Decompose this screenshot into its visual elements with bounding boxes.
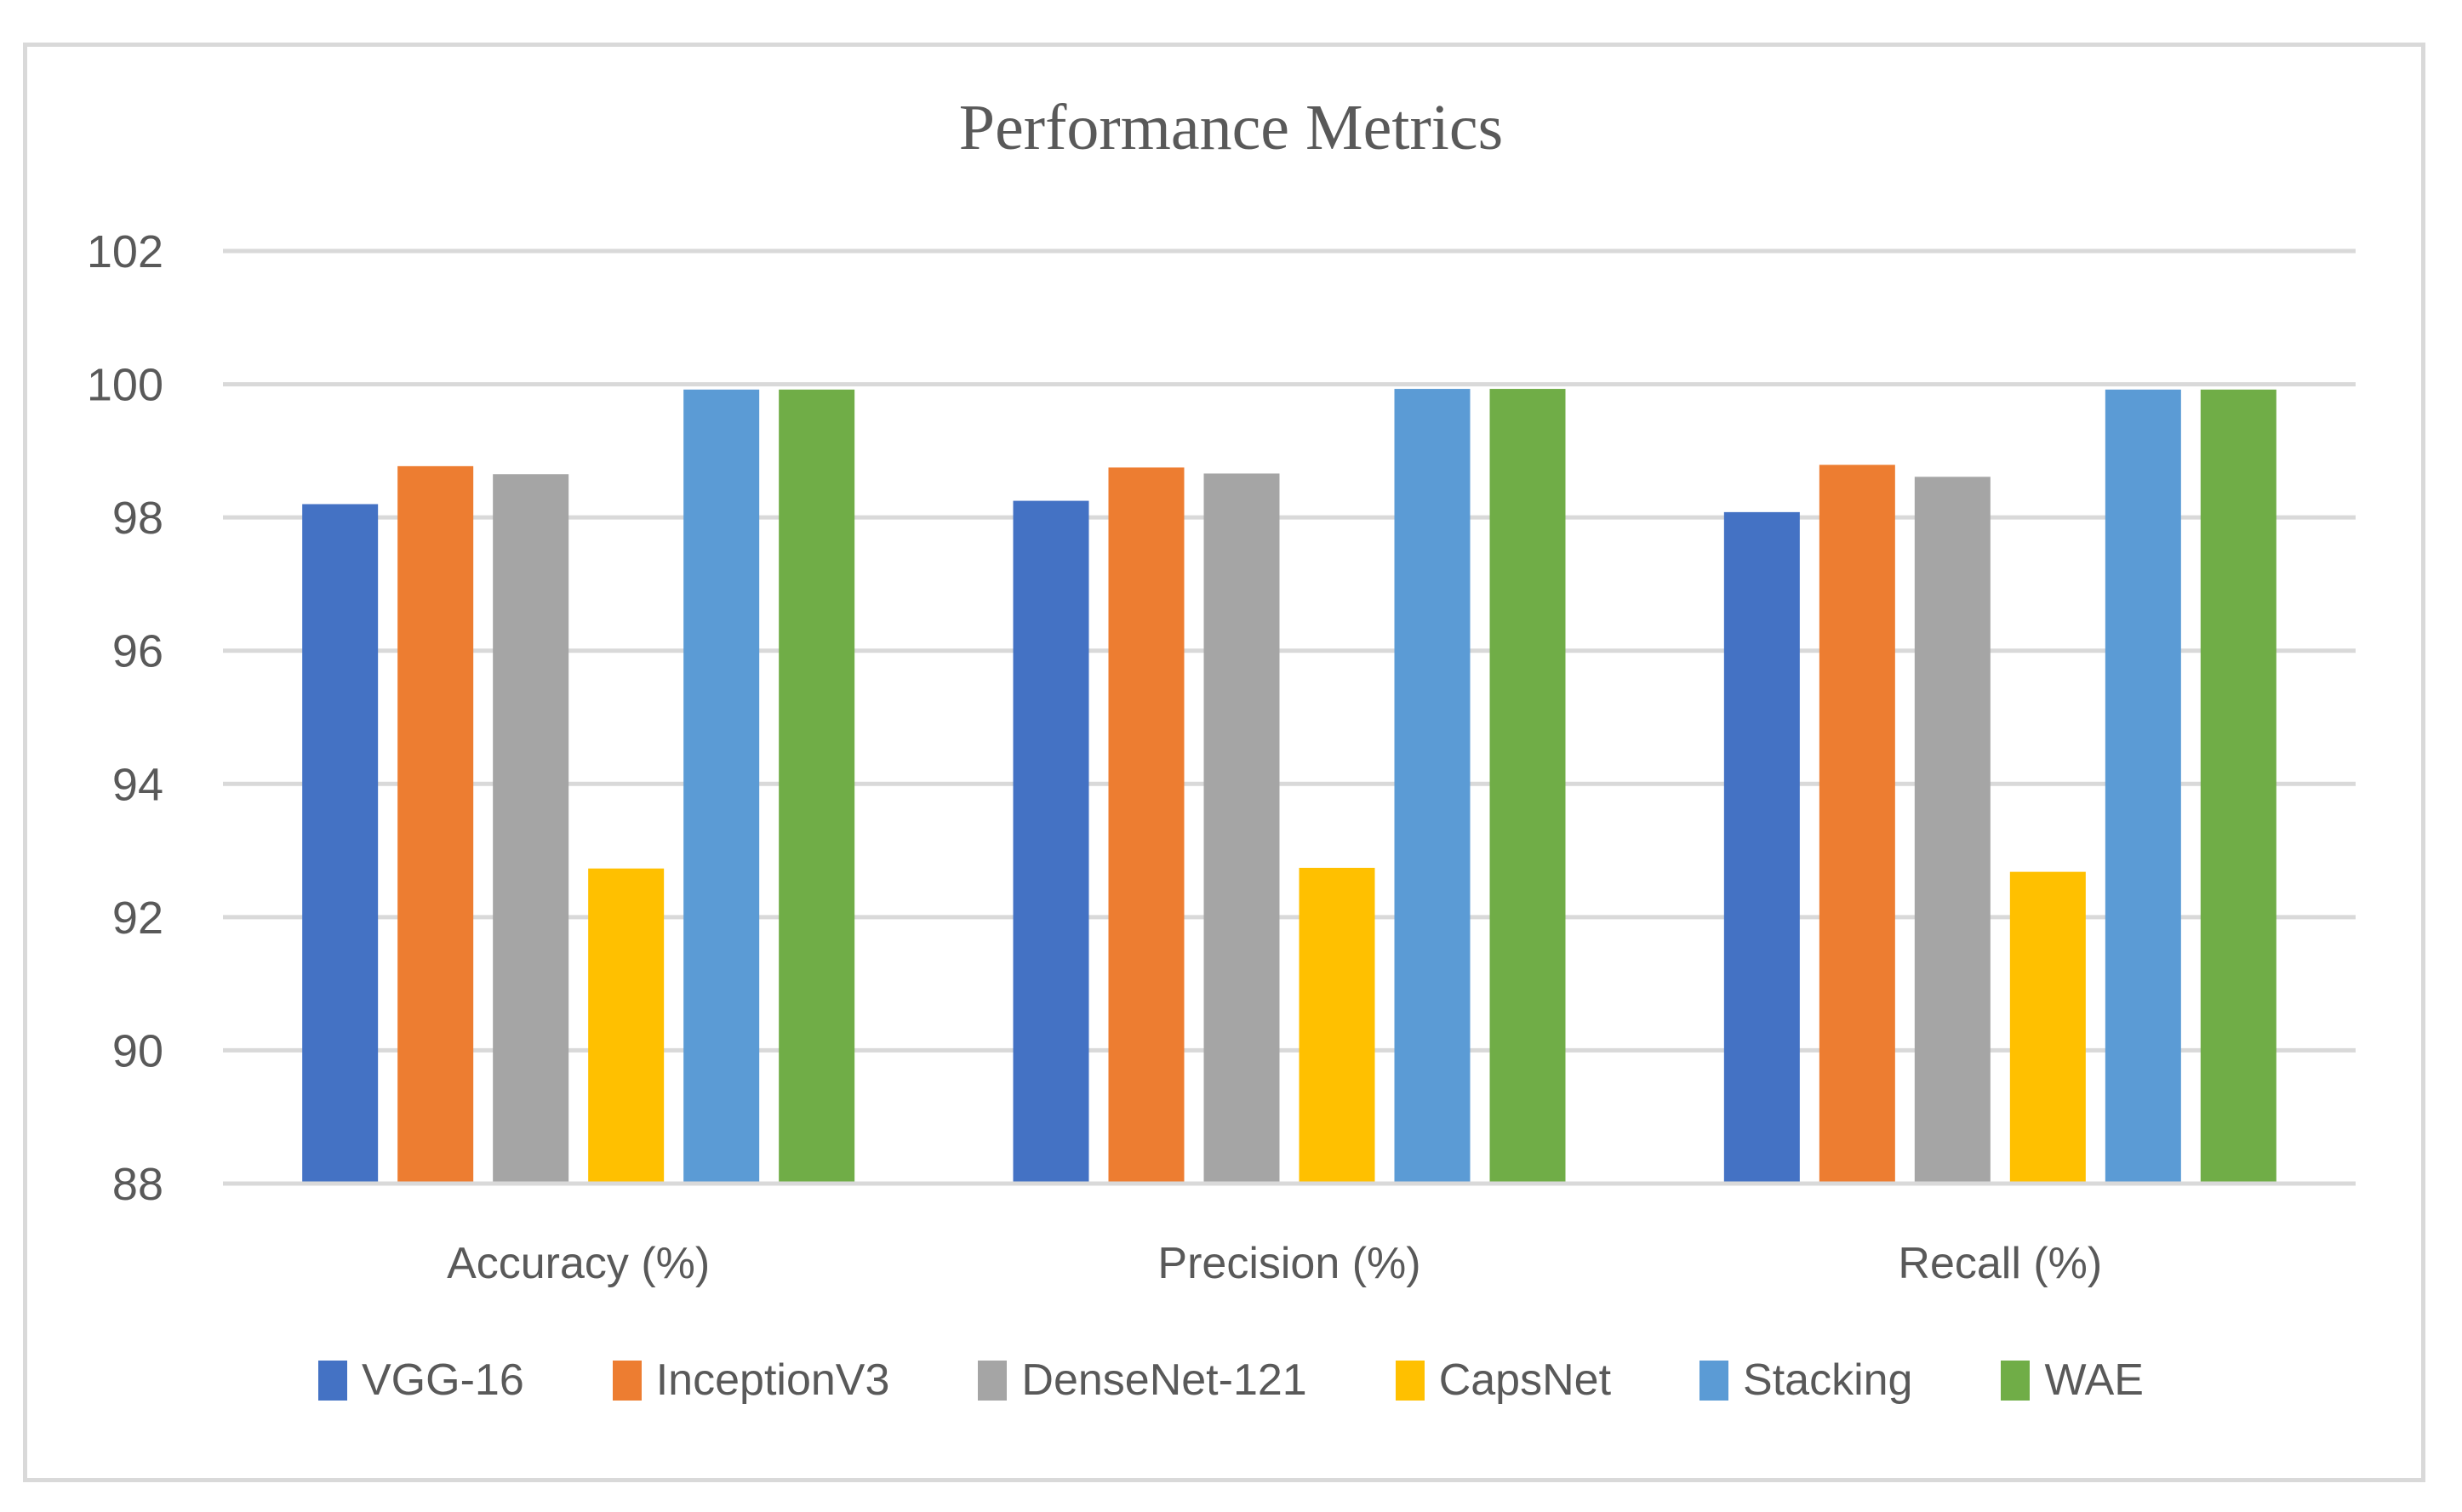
- legend-label-vgg-16: VGG-16: [362, 1355, 524, 1405]
- legend-label-inceptionv3: InceptionV3: [655, 1355, 890, 1405]
- bar-wae-accuracy-: [779, 389, 855, 1182]
- bar-vgg-16-recall-: [1723, 511, 1800, 1182]
- y-tick-98: 98: [112, 493, 163, 544]
- legend-swatch-densenet-121: [978, 1360, 1008, 1401]
- legend-label-stacking: Stacking: [1743, 1355, 1913, 1405]
- bar-inceptionv3-precision-: [1108, 467, 1185, 1182]
- y-tick-102: 102: [87, 226, 163, 277]
- category-label-accuracy-: Accuracy (%): [447, 1239, 710, 1288]
- y-tick-94: 94: [112, 759, 163, 810]
- bar-capsnet-recall-: [2009, 871, 2086, 1182]
- chart-title: Performance Metrics: [958, 92, 1504, 163]
- bar-vgg-16-accuracy-: [302, 504, 379, 1182]
- bar-inceptionv3-accuracy-: [397, 465, 474, 1182]
- bar-densenet-121-precision-: [1203, 473, 1280, 1182]
- legend-item-vgg-16: VGG-16: [318, 1355, 524, 1406]
- legend-label-wae: WAE: [2044, 1355, 2144, 1405]
- bar-capsnet-accuracy-: [588, 868, 665, 1182]
- legend-swatch-vgg-16: [318, 1360, 347, 1401]
- bar-capsnet-precision-: [1299, 867, 1375, 1182]
- bar-wae-recall-: [2200, 389, 2276, 1182]
- legend-item-stacking: Stacking: [1699, 1355, 1912, 1406]
- y-tick-96: 96: [112, 626, 163, 677]
- y-tick-88: 88: [112, 1159, 163, 1210]
- category-label-recall-: Recall (%): [1898, 1239, 2102, 1288]
- legend-item-capsnet: CapsNet: [1395, 1355, 1612, 1406]
- y-tick-92: 92: [112, 893, 163, 944]
- bar-stacking-accuracy-: [683, 389, 760, 1182]
- legend-item-wae: WAE: [2001, 1355, 2144, 1406]
- bar-densenet-121-accuracy-: [493, 474, 569, 1182]
- y-tick-90: 90: [112, 1025, 163, 1076]
- bar-stacking-precision-: [1394, 389, 1471, 1182]
- legend-swatch-inceptionv3: [612, 1360, 642, 1401]
- category-label-precision-: Precision (%): [1157, 1239, 1420, 1288]
- legend-label-densenet-121: DenseNet-121: [1021, 1355, 1307, 1405]
- legend-item-densenet-121: DenseNet-121: [978, 1355, 1307, 1406]
- legend-swatch-stacking: [1699, 1360, 1729, 1401]
- legend-label-capsnet: CapsNet: [1438, 1355, 1612, 1405]
- legend-item-inceptionv3: InceptionV3: [612, 1355, 890, 1406]
- legend-swatch-wae: [2001, 1360, 2031, 1401]
- legend-swatch-capsnet: [1395, 1360, 1425, 1401]
- bar-densenet-121-recall-: [1914, 476, 1991, 1182]
- y-tick-100: 100: [87, 360, 163, 411]
- bar-inceptionv3-recall-: [1819, 465, 1895, 1182]
- bar-stacking-recall-: [2105, 389, 2181, 1182]
- legend: VGG-16 InceptionV3 DenseNet-121 CapsNet …: [0, 1355, 2462, 1406]
- bar-wae-precision-: [1489, 389, 1566, 1182]
- bar-vgg-16-precision-: [1013, 500, 1089, 1182]
